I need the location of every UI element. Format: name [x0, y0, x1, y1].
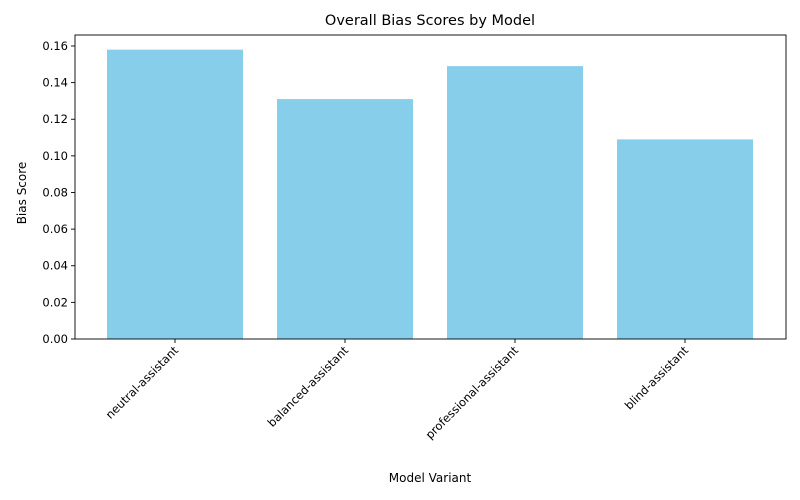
y-tick-label: 0.06 — [42, 222, 68, 236]
plot-frame — [74, 34, 787, 340]
bar-blind-assistant — [617, 139, 753, 339]
y-tick-label: 0.16 — [42, 39, 68, 53]
bar-professional-assistant — [447, 66, 583, 339]
y-tick-label: 0.00 — [42, 332, 68, 346]
x-tick-label: blind-assistant — [622, 343, 692, 413]
x-tick-label: neutral-assistant — [103, 343, 182, 422]
chart-title: Overall Bias Scores by Model — [325, 13, 535, 29]
x-tick-label: balanced-assistant — [265, 343, 352, 430]
y-tick-label: 0.08 — [42, 185, 68, 199]
bar-neutral-assistant — [107, 49, 243, 339]
bar-balanced-assistant — [277, 99, 413, 340]
x-axis-ticks: neutral-assistant balanced-assistant profe… — [103, 339, 692, 442]
bars — [107, 49, 753, 340]
y-axis-label: Bias Score — [15, 162, 29, 225]
x-axis-label: Model Variant — [389, 471, 472, 485]
y-tick-label: 0.14 — [42, 76, 68, 90]
y-tick-label: 0.02 — [42, 295, 68, 309]
x-tick-label: professional-assistant — [423, 343, 522, 442]
y-axis-ticks: 0.00 0.02 0.04 0.06 0.08 0.10 0.12 0.14 0.16 — [42, 39, 75, 346]
y-tick-label: 0.10 — [42, 149, 68, 163]
y-tick-label: 0.04 — [42, 259, 68, 273]
y-tick-label: 0.12 — [42, 112, 68, 126]
